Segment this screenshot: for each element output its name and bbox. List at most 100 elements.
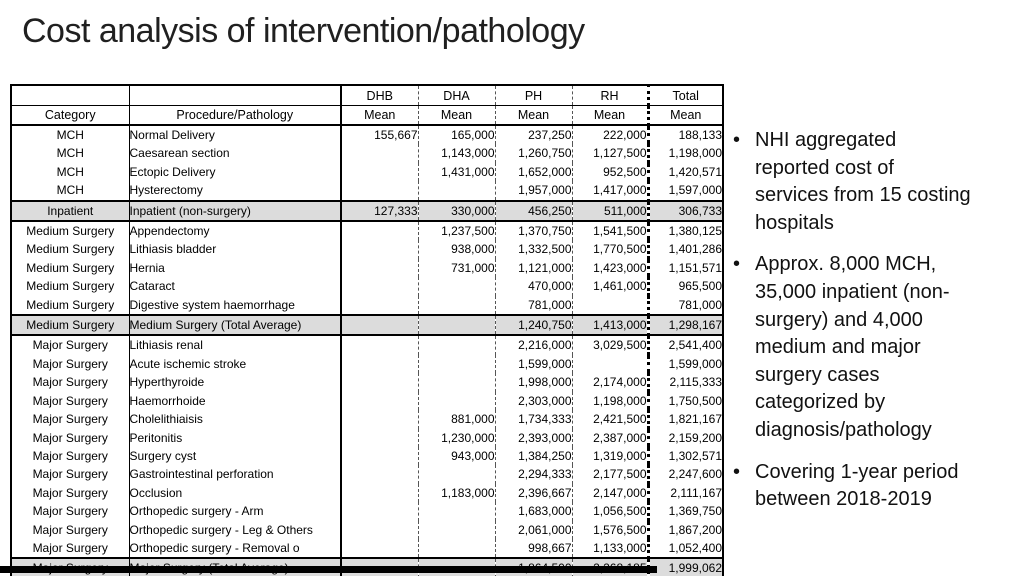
cell-rh-mean: 1,413,000 (571, 314, 648, 337)
cell-dhb-mean (341, 392, 418, 410)
header-mean: Mean (494, 105, 572, 126)
header-dha: DHA (417, 85, 495, 106)
header-total: Total (646, 85, 723, 106)
header-mean: Mean (646, 105, 723, 126)
table-row: Inpatient Inpatient (non-surgery) 127,33… (11, 199, 723, 223)
cell-procedure: Cholelithiaisis (129, 410, 342, 429)
table-row: Major Surgery Acute ischemic stroke 1,59… (11, 354, 723, 374)
cell-dha-mean: 1,237,500 (417, 221, 495, 241)
cell-procedure: Orthopedic surgery - Arm (129, 502, 342, 521)
cost-table: DHB DHA PH RH Total Category Procedure/P… (10, 84, 724, 576)
cell-category: MCH (11, 162, 130, 182)
cell-dha-mean (417, 277, 495, 296)
cell-procedure: Peritonitis (129, 428, 342, 447)
table-header-labels: Category Procedure/Pathology Mean Mean M… (11, 105, 723, 126)
cell-dhb-mean (341, 277, 418, 295)
cell-category: Major Surgery (11, 410, 130, 429)
cell-category: MCH (11, 144, 130, 163)
cell-dha-mean (417, 465, 495, 484)
cell-rh-mean: 2,421,500 (571, 410, 648, 429)
cell-total-mean: 1,420,571 (646, 162, 723, 182)
header-mean: Mean (571, 105, 648, 126)
cell-category: Medium Surgery (11, 258, 130, 278)
cell-rh-mean: 1,576,500 (571, 520, 648, 539)
cell-dhb-mean (341, 447, 418, 465)
cell-dhb-mean (341, 539, 418, 558)
cell-category: Major Surgery (11, 391, 130, 411)
table-header-groups: DHB DHA PH RH Total (11, 85, 723, 106)
cell-dha-mean (417, 335, 495, 355)
cell-dhb-mean (341, 410, 418, 428)
cell-dha-mean: 731,000 (417, 258, 495, 278)
cell-ph-mean: 2,303,000 (494, 391, 572, 411)
cell-category: Major Surgery (11, 483, 130, 503)
cell-total-mean: 2,541,400 (646, 335, 723, 355)
cell-category: Medium Surgery (11, 240, 130, 259)
cell-total-mean: 188,133 (646, 125, 723, 145)
header-blank (11, 85, 130, 106)
cell-procedure: Appendectomy (129, 221, 342, 241)
cell-ph-mean: 470,000 (494, 277, 572, 296)
table-row: Medium Surgery Lithiasis bladder 938,000… (11, 240, 723, 259)
header-ph: PH (494, 85, 572, 106)
cell-ph-mean: 1,240,750 (494, 314, 572, 337)
cell-dhb-mean (341, 314, 418, 337)
cell-procedure: Surgery cyst (129, 446, 342, 466)
cell-ph-mean: 2,216,000 (494, 335, 572, 355)
cell-total-mean: 2,159,200 (646, 428, 723, 447)
cell-ph-mean: 1,957,000 (494, 181, 572, 201)
table-row: Major Surgery Occlusion 1,183,000 2,396,… (11, 483, 723, 503)
cell-ph-mean: 1,599,000 (494, 354, 572, 374)
cell-dhb-mean: 127,333 (341, 199, 418, 223)
cell-procedure: Medium Surgery (Total Average) (129, 314, 342, 337)
cell-rh-mean: 1,056,500 (571, 502, 648, 521)
table-row: MCH Ectopic Delivery 1,431,000 1,652,000… (11, 162, 723, 182)
cell-category: Major Surgery (11, 373, 130, 392)
cell-rh-mean: 1,770,500 (571, 240, 648, 259)
cell-rh-mean: 952,500 (571, 162, 648, 182)
cell-total-mean: 1,750,500 (646, 391, 723, 411)
cell-dha-mean: 330,000 (417, 199, 495, 223)
cell-procedure: Lithiasis renal (129, 335, 342, 355)
cell-procedure: Occlusion (129, 483, 342, 503)
table-row: MCH Normal Delivery 155,667 165,000 237,… (11, 125, 723, 145)
table-row: Medium Surgery Appendectomy 1,237,500 1,… (11, 221, 723, 241)
table-row: Major Surgery Orthopedic surgery - Arm 1… (11, 502, 723, 521)
bullet-text: Approx. 8,000 MCH, 35,000 inpatient (non… (755, 253, 950, 441)
header-rh: RH (571, 85, 648, 106)
cell-rh-mean: 2,177,500 (571, 465, 648, 484)
table-row: Medium Surgery Cataract 470,000 1,461,00… (11, 277, 723, 296)
cell-rh-mean: 2,147,000 (571, 483, 648, 503)
cell-dhb-mean (341, 240, 418, 258)
table-row: MCH Hysterectomy 1,957,000 1,417,000 1,5… (11, 181, 723, 201)
cell-ph-mean: 2,294,333 (494, 465, 572, 484)
header-blank (129, 85, 342, 106)
cell-category: Major Surgery (11, 520, 130, 539)
table-row: Major Surgery Lithiasis renal 2,216,000 … (11, 335, 723, 355)
cell-ph-mean: 1,734,333 (494, 410, 572, 429)
table-row: Major Surgery Hyperthyroide 1,998,000 2,… (11, 373, 723, 392)
cell-dhb-mean (341, 521, 418, 539)
cell-category: Medium Surgery (11, 295, 130, 316)
bullet-marker-icon: • (733, 253, 741, 276)
table-row: Major Surgery Orthopedic surgery - Leg &… (11, 520, 723, 539)
header-category: Category (11, 105, 130, 126)
cell-total-mean: 306,733 (646, 199, 723, 223)
cell-procedure: Hysterectomy (129, 181, 342, 201)
cell-ph-mean: 456,250 (494, 199, 572, 223)
cell-rh-mean: 1,417,000 (571, 181, 648, 201)
cell-rh-mean: 1,127,500 (571, 144, 648, 163)
cell-ph-mean: 2,061,000 (494, 520, 572, 539)
table-row: Major Surgery Peritonitis 1,230,000 2,39… (11, 428, 723, 447)
cell-dha-mean (417, 538, 495, 559)
cell-category: MCH (11, 125, 130, 145)
table-row: MCH Caesarean section 1,143,000 1,260,75… (11, 144, 723, 163)
cell-dhb-mean (341, 221, 418, 240)
cell-total-mean: 1,052,400 (646, 538, 723, 559)
cell-category: Major Surgery (11, 502, 130, 521)
cell-ph-mean: 1,370,750 (494, 221, 572, 241)
cell-total-mean: 965,500 (646, 277, 723, 296)
cell-rh-mean: 222,000 (571, 125, 648, 145)
cell-total-mean: 1,151,571 (646, 258, 723, 278)
